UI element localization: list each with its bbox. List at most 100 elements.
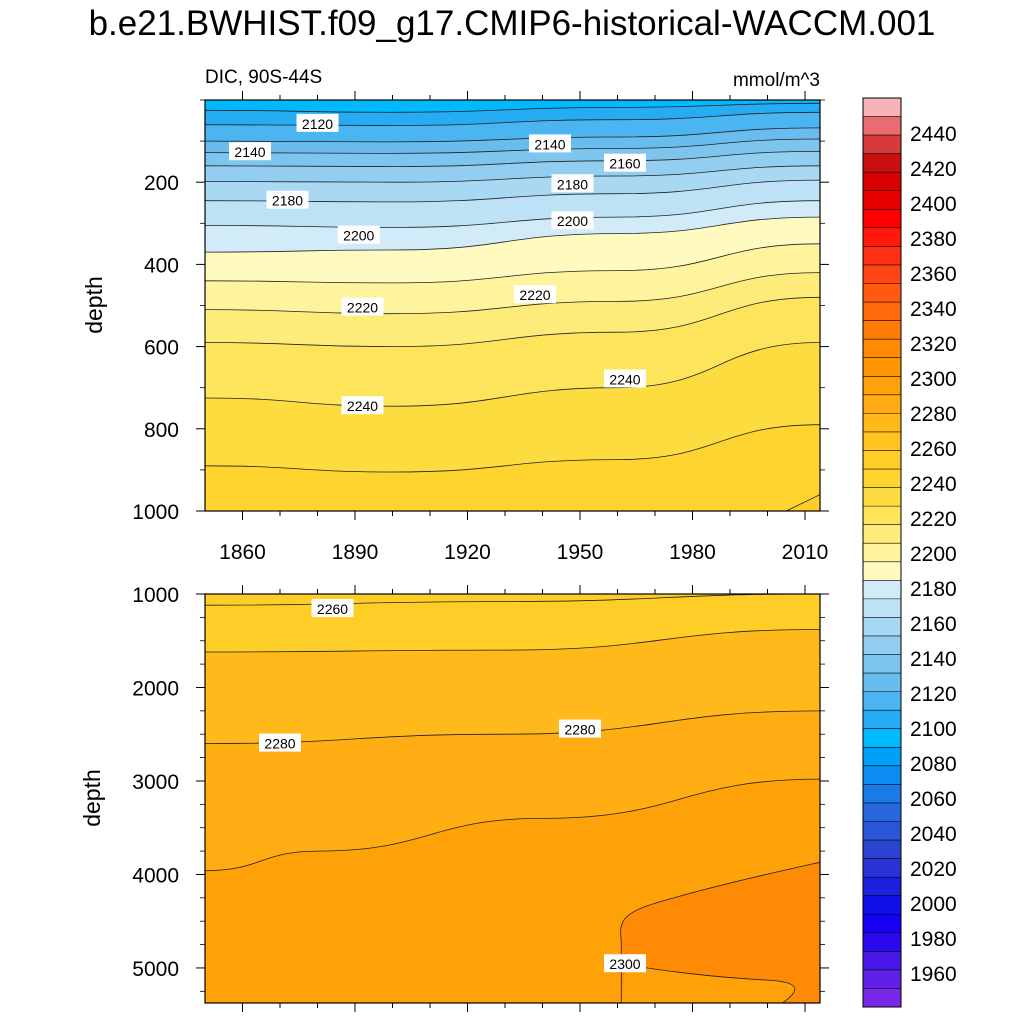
- x-tick-label: 2010: [782, 541, 829, 564]
- colorbar-swatch: [863, 98, 901, 117]
- colorbar-swatch: [863, 543, 901, 563]
- y-tick-label: 600: [144, 337, 179, 360]
- colorbar-swatch: [863, 524, 901, 544]
- colorbar-tick-label: 2220: [910, 508, 957, 531]
- colorbar-swatch: [863, 153, 901, 173]
- y-tick-label: 3000: [132, 771, 179, 794]
- contour-label: 2280: [559, 719, 601, 738]
- y-tick-label: 200: [144, 172, 179, 195]
- colorbar-swatch: [863, 858, 901, 878]
- y-tick-label: 400: [144, 254, 179, 277]
- upper-panel: 2120 2140 2140 2160 2180 2180 2200 2200 2220 2220…: [132, 91, 829, 564]
- contour-label-text: 2280: [264, 736, 295, 752]
- contour-line-2230: [205, 296, 820, 348]
- colorbar-tick-label: 2080: [910, 753, 957, 776]
- contour-label-box: [337, 225, 380, 244]
- contour-label-box: [551, 174, 594, 193]
- colorbar-tick-label: 2180: [910, 578, 957, 601]
- contour-line-2170: [205, 165, 820, 183]
- plot-area: 2120 2140 2140 2160 2180 2180 2200 2200 2220 2220…: [205, 100, 820, 511]
- band-fill: [205, 424, 820, 511]
- contour-label: 2200: [551, 211, 594, 230]
- colorbar-swatch: [863, 450, 901, 470]
- contour-line-2270: [205, 629, 820, 653]
- colorbar-tick-label: 2060: [910, 788, 957, 811]
- contour-line-2150: [205, 138, 820, 154]
- colorbar-swatch: [863, 394, 901, 414]
- colorbar-swatch: [863, 320, 901, 340]
- x-tick-label: 1950: [557, 541, 604, 564]
- colorbar-tick-label: 2400: [910, 193, 957, 216]
- upper-left-label: DIC, 90S-44S: [205, 67, 322, 88]
- colorbar-tick-label: 2160: [910, 613, 957, 636]
- x-tick-label: 1860: [219, 541, 266, 564]
- colorbar-tick-label: 2040: [910, 823, 957, 846]
- colorbar-swatch: [863, 413, 901, 433]
- colorbar-swatch: [863, 283, 901, 303]
- colorbar-tick-label: 2020: [910, 858, 957, 881]
- contour-label-box: [529, 134, 571, 153]
- colorbar-swatch: [863, 914, 901, 934]
- colorbar-tick-label: 2440: [910, 123, 957, 146]
- contour-label: 2200: [337, 225, 380, 244]
- figure-title: b.e21.BWHIST.f09_g17.CMIP6-historical-WA…: [88, 4, 936, 43]
- colorbar-swatch: [863, 969, 901, 989]
- contour-line-2300: [620, 897, 674, 1003]
- contour-label-text: 2120: [302, 116, 333, 132]
- contour-label-box: [296, 113, 339, 132]
- colorbar: 2440 2420 2400 2380 2360 2340 2320 2300 2280 2260…: [862, 97, 957, 1008]
- colorbar-swatch: [863, 765, 901, 785]
- colorbar-swatch: [863, 840, 901, 859]
- colorbar-swatch: [863, 487, 901, 507]
- contour-label: 2280: [259, 733, 301, 752]
- contour-label: 2140: [229, 142, 271, 161]
- colorbar-swatch: [863, 951, 901, 971]
- contour-line-2250: [205, 424, 820, 473]
- contour-label: 2240: [604, 369, 646, 388]
- colorbar-swatch: [863, 339, 901, 359]
- colorbar-tick-label: 1980: [910, 928, 957, 951]
- contour-label-box: [551, 211, 594, 230]
- contour-label-box: [559, 719, 601, 738]
- contour-label-text: 2200: [343, 228, 374, 244]
- contour-label-text: 2240: [347, 398, 378, 414]
- colorbar-tick-label: 1960: [910, 963, 957, 986]
- colorbar-swatch: [863, 264, 901, 284]
- contour-label-box: [259, 733, 301, 752]
- contour-label-box: [311, 598, 354, 617]
- band-fill-2300: [620, 862, 820, 1003]
- lower-panel: 2260 2280 2280 2300 1000 2000 3000 4000 5000: [132, 584, 829, 1012]
- contour-label: 2220: [514, 285, 556, 304]
- contour-label: 2140: [529, 134, 571, 153]
- y-tick-label: 1000: [132, 501, 179, 524]
- contour-label-box: [604, 153, 646, 172]
- contour-line-2260: [786, 494, 820, 511]
- contour-label-text: 2160: [609, 156, 640, 172]
- contour-label: 2260: [311, 598, 354, 617]
- contour-label-text: 2140: [534, 136, 565, 152]
- colorbar-tick-label: 2320: [910, 333, 957, 356]
- contour-line-2190: [205, 200, 820, 228]
- colorbar-swatch: [863, 654, 901, 674]
- colorbar-swatch: [863, 469, 901, 488]
- contour-line-2280: [205, 710, 820, 744]
- contour-label-box: [514, 285, 556, 304]
- x-tick-label: 1980: [669, 541, 716, 564]
- colorbar-frame: [862, 97, 902, 1008]
- x-tick-label: 1920: [444, 541, 491, 564]
- contour-label-text: 2200: [557, 213, 588, 229]
- colorbar-tick-label: 2360: [910, 263, 957, 286]
- colorbar-swatch: [863, 506, 901, 526]
- colorbar-swatch: [863, 635, 901, 655]
- contour-line-2260: [205, 594, 820, 606]
- colorbar-swatch: [863, 932, 901, 952]
- colorbar-swatch: [863, 988, 901, 1008]
- contour-line-2220: [205, 272, 820, 315]
- colorbar-swatch: [863, 376, 901, 396]
- colorbar-swatch: [863, 116, 901, 136]
- colorbar-swatch: [863, 784, 901, 804]
- plot-frame: [204, 593, 821, 1004]
- contour-label-box: [341, 396, 384, 415]
- colorbar-swatch: [863, 673, 901, 693]
- x-tick-label: 1890: [332, 541, 379, 564]
